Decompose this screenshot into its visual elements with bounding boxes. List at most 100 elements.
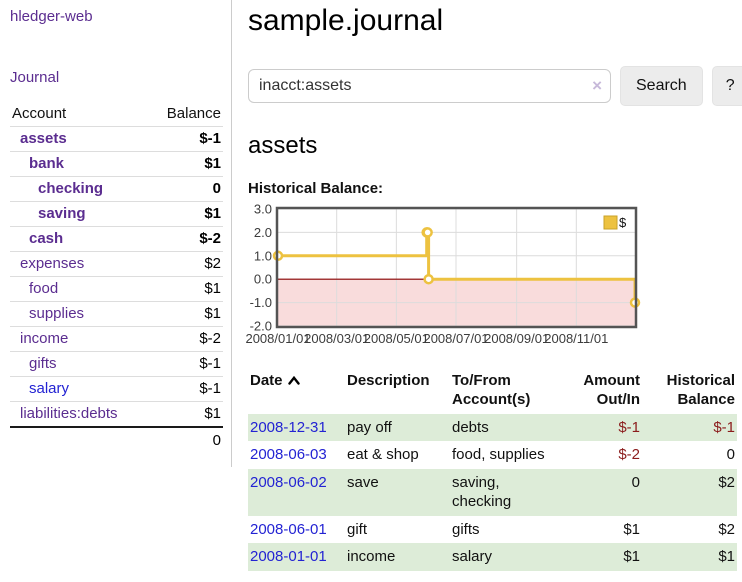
register-header-balance: Historical Balance bbox=[666, 372, 735, 408]
account-link-expenses[interactable]: expenses bbox=[20, 255, 85, 272]
transaction-amount: 0 bbox=[631, 473, 640, 491]
account-link-assets[interactable]: assets bbox=[20, 130, 67, 147]
transaction-date-link[interactable]: 2008-06-02 bbox=[250, 473, 327, 491]
account-link-checking[interactable]: checking bbox=[38, 180, 104, 197]
transaction-row: 2008-01-01 income salary $1 $1 bbox=[248, 543, 737, 571]
account-balance: 0 bbox=[149, 176, 223, 202]
account-link-liabilities-debts[interactable]: liabilities:debts bbox=[20, 405, 118, 422]
accounts-total-row: 0 bbox=[10, 426, 223, 453]
transaction-amount: $-1 bbox=[618, 418, 640, 436]
transaction-row: 2008-06-01 gift gifts $1 $2 bbox=[248, 516, 737, 544]
transaction-row: 2008-12-31 pay off debts $-1 $-1 bbox=[248, 413, 737, 441]
transaction-balance: $-1 bbox=[713, 418, 735, 436]
transaction-amount: $1 bbox=[623, 520, 640, 538]
account-row: supplies $1 bbox=[10, 301, 223, 327]
transaction-description: eat & shop bbox=[347, 446, 419, 463]
account-balance: $-2 bbox=[149, 226, 223, 252]
transaction-balance: $1 bbox=[718, 548, 735, 565]
svg-text:$: $ bbox=[619, 215, 627, 230]
account-balance: $1 bbox=[149, 151, 223, 177]
account-row: income $-2 bbox=[10, 326, 223, 352]
register-table: Date Description To/From Account(s) Amou… bbox=[248, 370, 737, 571]
account-row: gifts $-1 bbox=[10, 351, 223, 377]
transaction-balance: 0 bbox=[726, 446, 735, 463]
account-link-salary[interactable]: salary bbox=[29, 380, 70, 397]
transaction-accounts: debts bbox=[452, 418, 489, 436]
account-row: expenses $2 bbox=[10, 251, 223, 277]
account-row: liabilities:debts $1 bbox=[10, 401, 223, 428]
svg-text:2008/01/01: 2008/01/01 bbox=[245, 331, 310, 346]
help-button[interactable]: ? bbox=[711, 66, 742, 106]
transaction-date-link[interactable]: 2008-12-31 bbox=[250, 418, 327, 436]
svg-text:0.0: 0.0 bbox=[254, 272, 272, 287]
account-heading: assets bbox=[248, 132, 318, 159]
svg-text:2008/05/01: 2008/05/01 bbox=[364, 331, 429, 346]
transaction-description: save bbox=[347, 473, 379, 491]
transaction-accounts: salary bbox=[452, 548, 493, 565]
transaction-balance: $2 bbox=[718, 520, 735, 538]
account-link-bank[interactable]: bank bbox=[29, 155, 65, 172]
register-header-tofrom: To/From Account(s) bbox=[452, 372, 531, 408]
account-row: food $1 bbox=[10, 276, 223, 302]
chart-heading: Historical Balance: bbox=[248, 180, 384, 197]
account-balance: $1 bbox=[149, 201, 223, 227]
sidebar: hledger-web Journal Account Balance asse… bbox=[0, 0, 232, 467]
search-button[interactable]: Search bbox=[620, 66, 703, 106]
transaction-amount: $1 bbox=[623, 548, 640, 565]
accounts-header-balance: Balance bbox=[149, 102, 223, 127]
register-header-amount: Amount Out/In bbox=[583, 372, 640, 408]
svg-text:2008/09/01: 2008/09/01 bbox=[484, 331, 549, 346]
register-header-row: Date Description To/From Account(s) Amou… bbox=[248, 370, 737, 414]
account-balance: $1 bbox=[149, 301, 223, 327]
clear-search-icon[interactable]: × bbox=[592, 75, 602, 95]
accounts-total-balance: 0 bbox=[149, 426, 223, 453]
svg-text:2008/03/01: 2008/03/01 bbox=[304, 331, 369, 346]
accounts-header-row: Account Balance bbox=[10, 102, 223, 127]
register-header-description: Description bbox=[347, 372, 430, 389]
account-row: bank $1 bbox=[10, 151, 223, 177]
account-link-cash[interactable]: cash bbox=[29, 230, 64, 247]
account-balance: $-1 bbox=[149, 376, 223, 402]
account-row: assets $-1 bbox=[10, 126, 223, 152]
transaction-accounts: saving, checking bbox=[452, 473, 512, 511]
svg-text:3.0: 3.0 bbox=[254, 202, 272, 217]
accounts-header-account: Account bbox=[10, 102, 150, 127]
app-title-link[interactable]: hledger-web bbox=[10, 8, 93, 25]
svg-text:1.0: 1.0 bbox=[254, 248, 272, 263]
account-row: cash $-2 bbox=[10, 226, 223, 252]
transaction-row: 2008-06-03 eat & shop food, supplies $-2… bbox=[248, 441, 737, 469]
transaction-description: pay off bbox=[347, 418, 392, 436]
svg-text:2008/07/01: 2008/07/01 bbox=[423, 331, 488, 346]
accounts-table: Account Balance assets $-1 bank $1 check… bbox=[10, 102, 223, 453]
svg-text:2008/11/01: 2008/11/01 bbox=[544, 331, 608, 346]
account-balance: $-1 bbox=[149, 126, 223, 152]
search-bar: × Search ? bbox=[248, 66, 742, 106]
svg-text:-2.0: -2.0 bbox=[250, 319, 272, 334]
account-link-supplies[interactable]: supplies bbox=[29, 305, 85, 322]
account-balance: $1 bbox=[149, 401, 223, 428]
page-title: sample.journal bbox=[248, 4, 444, 37]
main-content: sample.journal × Search ? assets Histori… bbox=[232, 0, 742, 571]
account-link-income[interactable]: income bbox=[20, 330, 69, 347]
historical-balance-chart: $3.0 2.0 1.0 0.0 -1.0 -2.0 2008/01/01 2008/03/0… bbox=[245, 202, 742, 350]
account-link-saving[interactable]: saving bbox=[38, 205, 86, 222]
transaction-accounts: gifts bbox=[452, 520, 480, 538]
account-link-gifts[interactable]: gifts bbox=[29, 355, 57, 372]
account-link-food[interactable]: food bbox=[29, 280, 59, 297]
transaction-balance: $2 bbox=[718, 473, 735, 491]
transaction-date-link[interactable]: 2008-06-03 bbox=[250, 446, 327, 463]
register-header-date[interactable]: Date bbox=[248, 370, 345, 414]
account-row: checking 0 bbox=[10, 176, 223, 202]
transaction-description: income bbox=[347, 548, 396, 565]
sidebar-item-journal[interactable]: Journal bbox=[10, 69, 60, 86]
account-row: saving $1 bbox=[10, 201, 223, 227]
transaction-amount: $-2 bbox=[618, 446, 640, 463]
transaction-date-link[interactable]: 2008-01-01 bbox=[250, 548, 327, 565]
account-balance: $-1 bbox=[149, 351, 223, 377]
svg-text:2.0: 2.0 bbox=[254, 225, 272, 240]
search-input[interactable] bbox=[248, 69, 611, 103]
transaction-date-link[interactable]: 2008-06-01 bbox=[250, 520, 327, 538]
transaction-description: gift bbox=[347, 520, 368, 538]
transaction-accounts: food, supplies bbox=[452, 446, 545, 463]
transaction-row: 2008-06-02 save saving, checking 0 $2 bbox=[248, 468, 737, 516]
